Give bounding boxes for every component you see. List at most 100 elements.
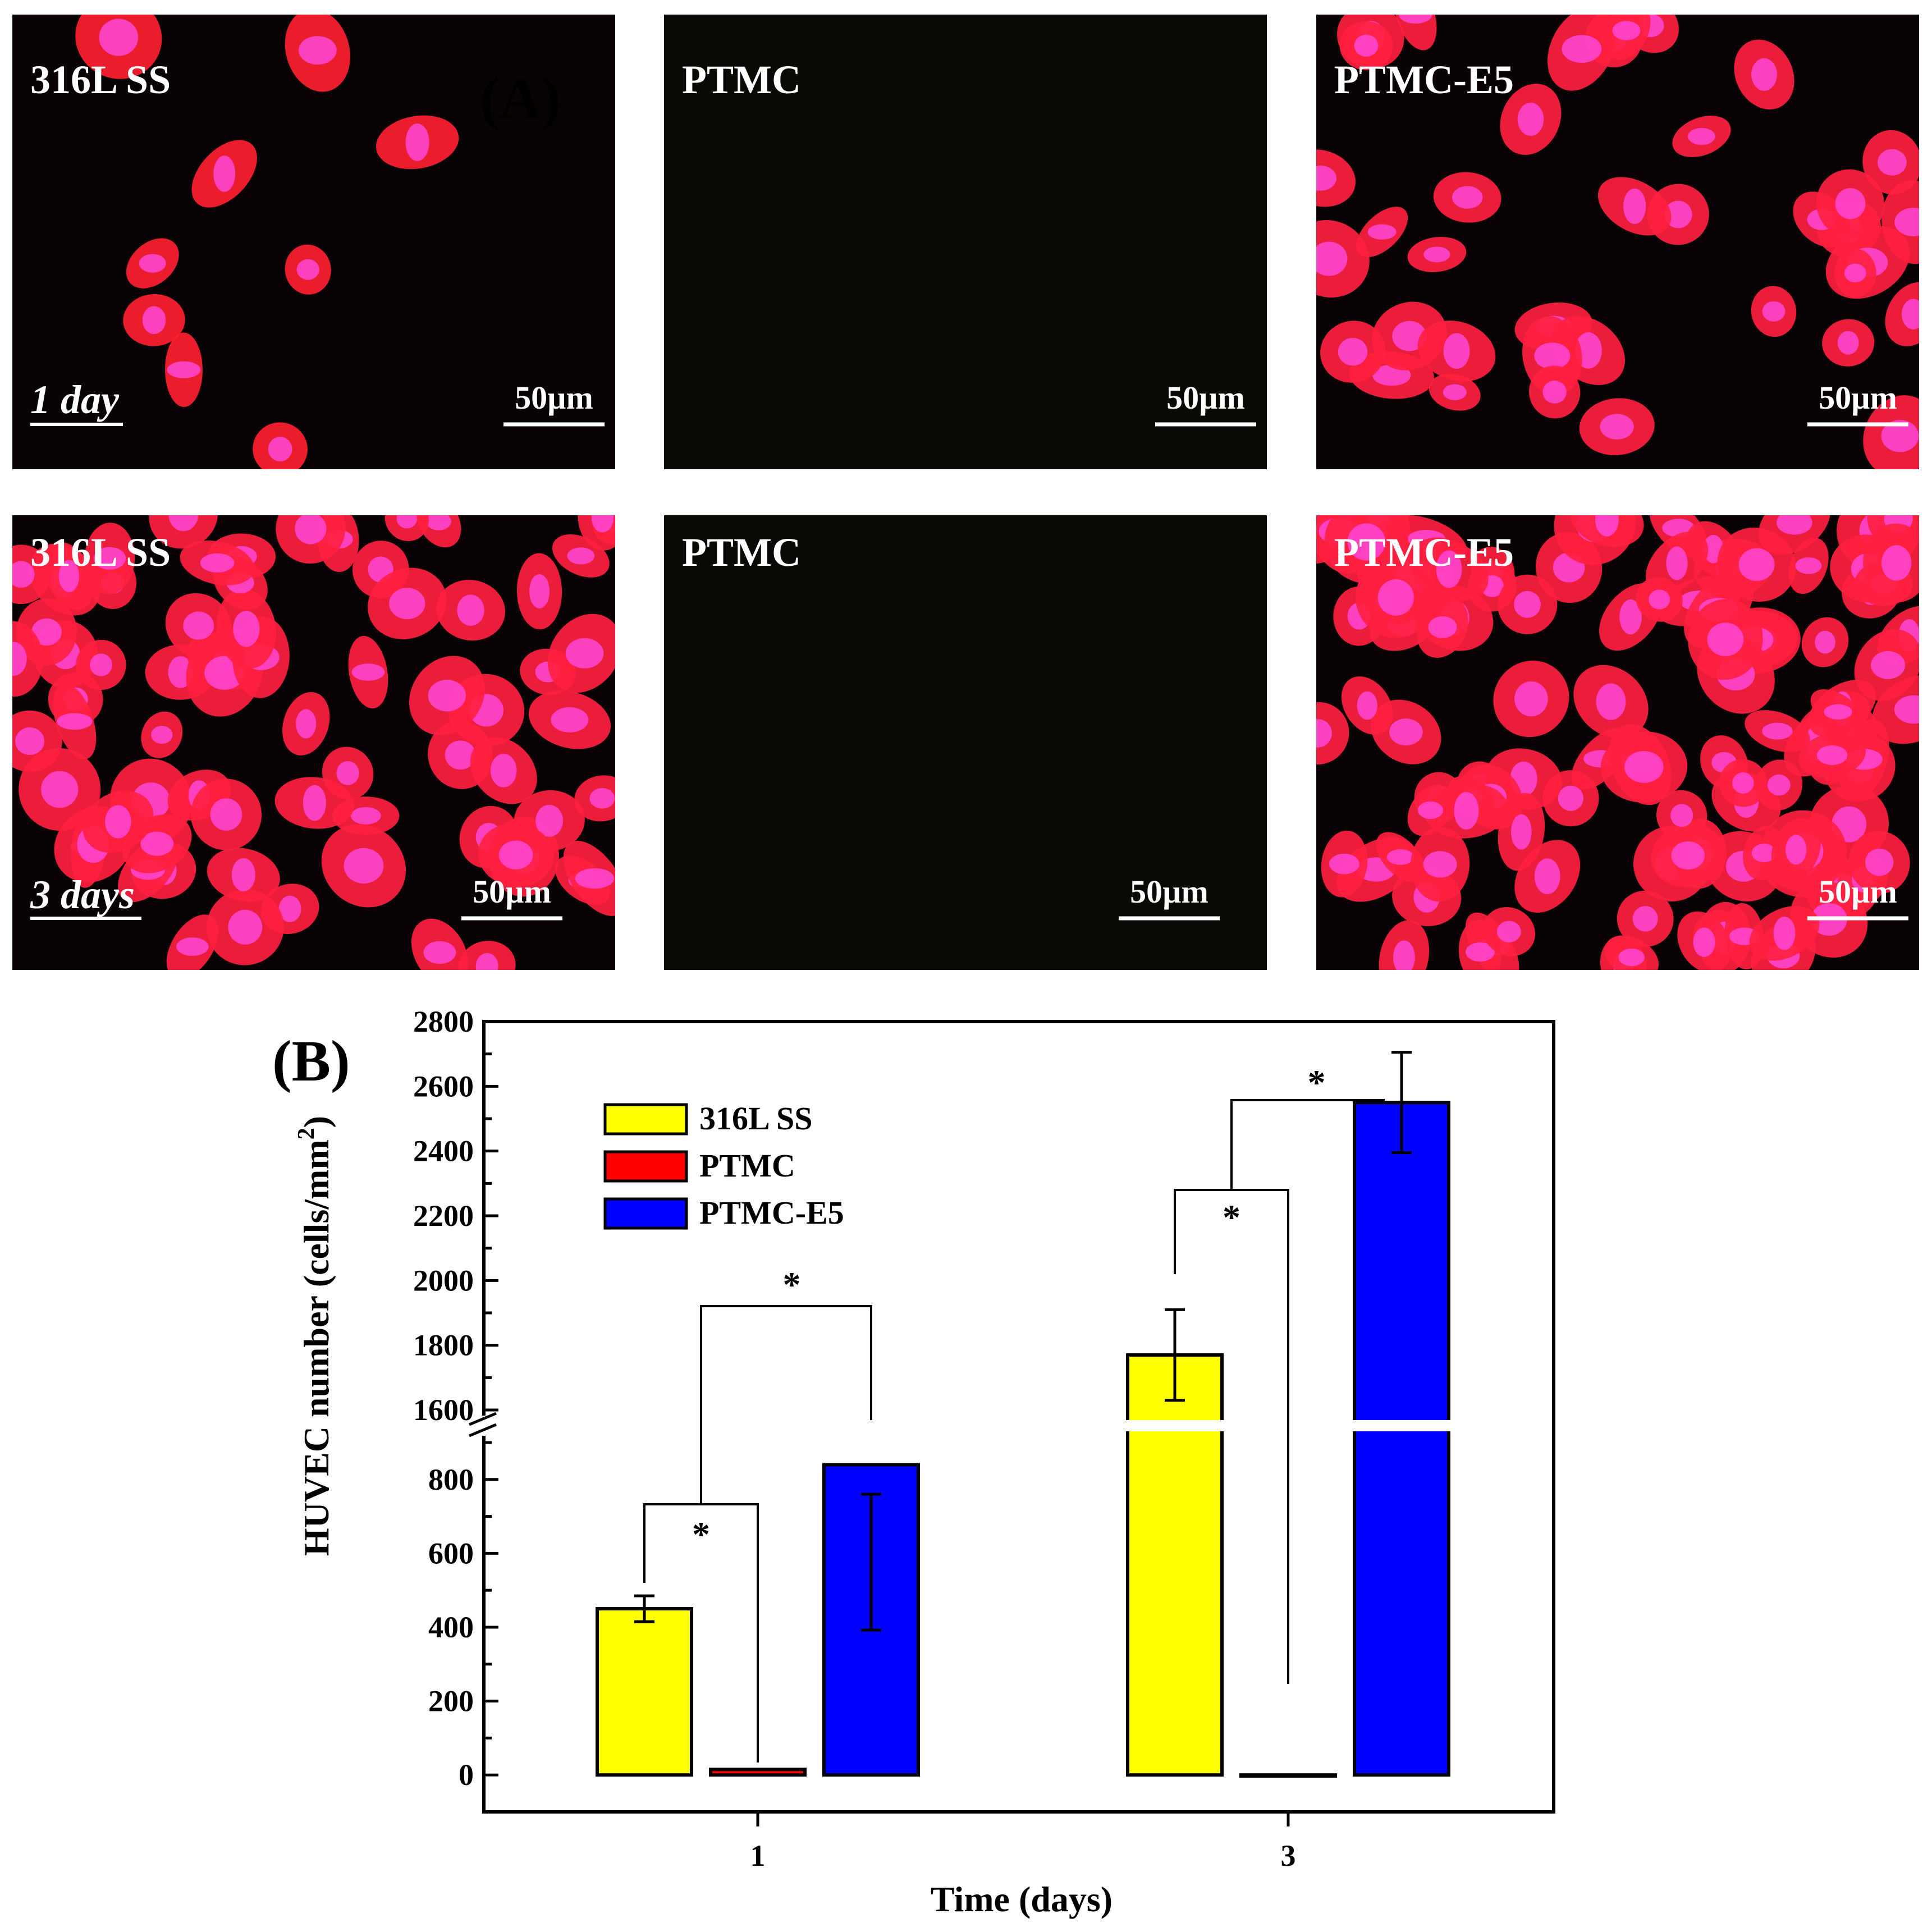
cell-nucleus bbox=[1670, 804, 1693, 827]
cell-nucleus bbox=[1386, 849, 1414, 865]
cell-nucleus bbox=[303, 785, 327, 821]
y-axis-title-main: HUVEC number (cells/mm bbox=[296, 1139, 336, 1556]
axis-break-mark bbox=[469, 1423, 497, 1437]
cell-nucleus bbox=[1688, 127, 1715, 145]
cell-nucleus bbox=[299, 36, 337, 65]
bar bbox=[1353, 1101, 1450, 1777]
cell-nucleus bbox=[1393, 940, 1415, 970]
micrograph-day-label: 3 days bbox=[30, 872, 135, 917]
x-tick-label: 1 bbox=[750, 1839, 766, 1873]
cell-nucleus bbox=[1777, 515, 1812, 535]
cell-nucleus bbox=[1466, 942, 1495, 962]
bar bbox=[709, 1768, 807, 1777]
cell-nucleus bbox=[268, 437, 292, 462]
cell-nucleus bbox=[1517, 103, 1544, 136]
cell-nucleus bbox=[228, 909, 263, 945]
micrograph-cells bbox=[75, 15, 459, 469]
micrograph-panel: PTMC-E5 50µm bbox=[1316, 15, 1919, 469]
cell-nucleus bbox=[1338, 337, 1368, 366]
cell-nucleus bbox=[151, 726, 173, 744]
cell-nucleus bbox=[405, 123, 429, 161]
cell-nucleus bbox=[1558, 785, 1583, 811]
legend-swatch bbox=[603, 1103, 688, 1136]
y-tick-label: 2200 bbox=[413, 1199, 474, 1233]
cell-nucleus bbox=[529, 574, 550, 608]
cell-nucleus bbox=[1837, 331, 1859, 355]
significance-star: * bbox=[692, 1514, 710, 1554]
cell-nucleus bbox=[1389, 718, 1423, 746]
cell-nucleus bbox=[1534, 342, 1571, 369]
cell-nucleus bbox=[1707, 622, 1744, 657]
cell-nucleus bbox=[41, 771, 79, 808]
cell-nucleus bbox=[105, 805, 131, 839]
cell-nucleus bbox=[231, 858, 255, 892]
cell-nucleus bbox=[213, 155, 236, 192]
micrograph-panel: PTMC-E5 50µm bbox=[1316, 515, 1919, 970]
micrograph-cells bbox=[1316, 515, 1919, 970]
y-tick-label: 2600 bbox=[413, 1069, 474, 1103]
cell-nucleus bbox=[296, 709, 317, 739]
cell-nucleus bbox=[89, 653, 113, 676]
cell-nucleus bbox=[168, 515, 198, 532]
cell-nucleus bbox=[1417, 801, 1444, 820]
cell-nucleus bbox=[1511, 814, 1532, 850]
cell-nucleus bbox=[1835, 187, 1866, 219]
cell-nucleus bbox=[1870, 651, 1906, 679]
panel-a-tag: (A) bbox=[480, 66, 561, 131]
cell-nucleus bbox=[15, 727, 45, 756]
cell-nucleus bbox=[1347, 523, 1386, 561]
cell-nucleus bbox=[350, 807, 381, 825]
micrograph-panel: PTMC 50µm bbox=[664, 15, 1267, 469]
scale-bar-label: 50µm bbox=[473, 873, 551, 910]
cell-nucleus bbox=[1619, 599, 1642, 635]
cell-nucleus bbox=[1367, 224, 1397, 240]
cell-nucleus bbox=[1751, 844, 1777, 863]
cell-nucleus bbox=[428, 680, 466, 712]
bar bbox=[1239, 1773, 1337, 1778]
x-axis-title: Time (days) bbox=[931, 1879, 1112, 1919]
micrograph-material-label: PTMC-E5 bbox=[1334, 530, 1514, 575]
micrograph-material-label: PTMC bbox=[682, 57, 801, 102]
cell-nucleus bbox=[1316, 719, 1332, 748]
scale-bar-label: 50µm bbox=[1819, 873, 1897, 910]
cell-nucleus bbox=[1443, 333, 1470, 369]
cell-nucleus bbox=[1666, 546, 1688, 580]
axis-break-mark bbox=[469, 1412, 497, 1426]
cell-nucleus bbox=[567, 547, 595, 565]
panel-b-chart: (B) 0 200 400 600 800 1600 1800 2000 2200 2400 260… bbox=[272, 1005, 1555, 1919]
cell-nucleus bbox=[278, 895, 301, 922]
cell-nucleus bbox=[1671, 841, 1705, 870]
cell-nucleus bbox=[336, 761, 359, 785]
legend-swatch bbox=[603, 1197, 688, 1230]
cell-nucleus bbox=[296, 259, 319, 280]
y-tick-label: 200 bbox=[428, 1684, 474, 1718]
cell-nucleus bbox=[183, 611, 214, 640]
cell-nucleus bbox=[1762, 301, 1786, 322]
cell-nucleus bbox=[142, 306, 166, 335]
cell-nucleus bbox=[1902, 299, 1919, 329]
cell-nucleus bbox=[1795, 557, 1822, 574]
micrograph-background bbox=[664, 515, 1267, 970]
cell-nucleus bbox=[423, 941, 456, 964]
cell-nucleus bbox=[210, 798, 242, 831]
cell-nucleus bbox=[1844, 263, 1866, 283]
cell-nucleus bbox=[1595, 515, 1619, 537]
cell-nucleus bbox=[565, 638, 604, 669]
legend-label: PTMC-E5 bbox=[699, 1194, 844, 1231]
cell-nucleus bbox=[1751, 58, 1777, 91]
y-tick-label: 0 bbox=[459, 1758, 474, 1792]
significance-bracket bbox=[700, 1305, 872, 1504]
cell-nucleus bbox=[1612, 21, 1641, 40]
cell-nucleus bbox=[445, 740, 476, 770]
cell-nucleus bbox=[426, 515, 451, 530]
y-tick-label: 2400 bbox=[413, 1134, 474, 1168]
cell-nucleus bbox=[475, 953, 498, 970]
cell-nucleus bbox=[1881, 545, 1912, 581]
cell-nucleus bbox=[1664, 200, 1692, 228]
cell-nucleus bbox=[1496, 921, 1521, 942]
cell-nucleus bbox=[1762, 722, 1793, 740]
scale-bar-label: 50µm bbox=[1166, 379, 1245, 416]
cell-nucleus bbox=[1454, 792, 1479, 830]
significance-bracket bbox=[1230, 1099, 1385, 1190]
cell-nucleus bbox=[1452, 186, 1483, 209]
